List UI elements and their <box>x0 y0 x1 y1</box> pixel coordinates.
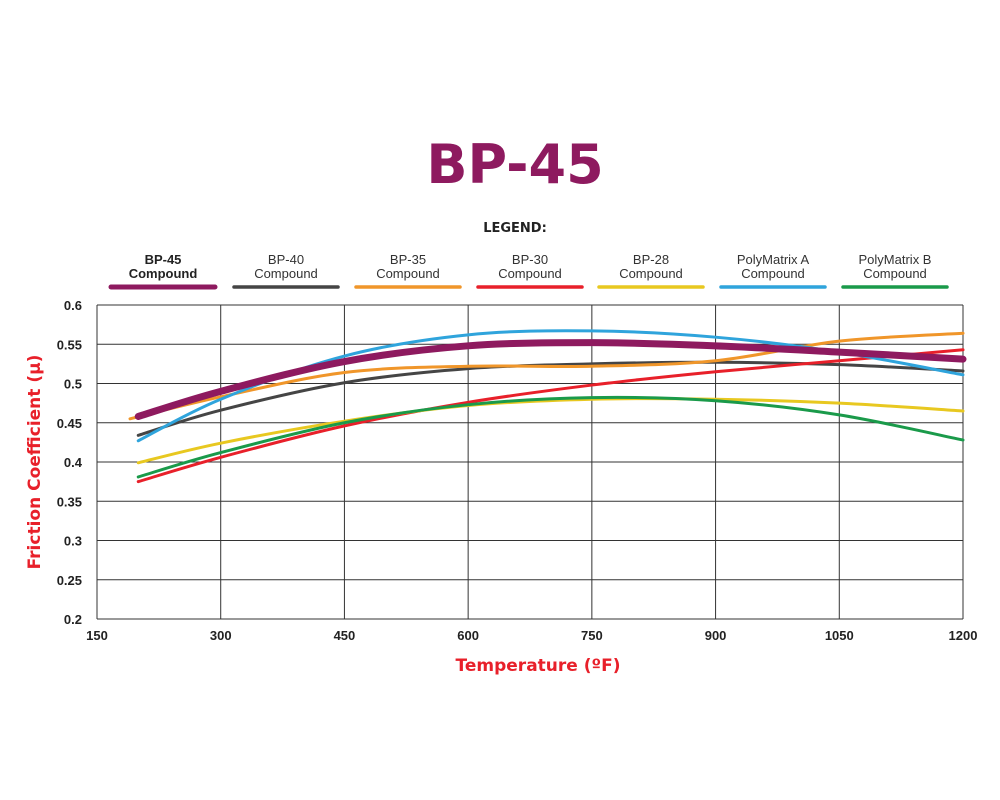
legend-label: BP-28 <box>633 252 669 267</box>
y-tick-label: 0.3 <box>64 534 82 549</box>
series-lines <box>128 329 967 484</box>
chart-title: BP-45 <box>426 133 603 196</box>
legend-label: PolyMatrix B <box>859 252 932 267</box>
y-tick-label: 0.35 <box>57 494 82 509</box>
series-line-bp-45-compound <box>134 339 967 420</box>
y-tick-label: 0.25 <box>57 573 82 588</box>
x-tick-label: 600 <box>457 628 479 643</box>
x-axis-label: Temperature (ºF) <box>456 656 621 676</box>
grid <box>96 304 964 620</box>
x-axis-ticks: 150 300 450 600 750 900 1050 1200 <box>86 628 977 643</box>
legend-label: BP-35 <box>390 252 426 267</box>
legend-label: BP-40 <box>268 252 304 267</box>
y-tick-label: 0.2 <box>64 612 82 627</box>
legend-label: Compound <box>254 266 318 281</box>
y-tick-label: 0.55 <box>57 337 82 352</box>
x-tick-label: 1200 <box>949 628 978 643</box>
y-tick-label: 0.4 <box>64 455 83 470</box>
x-tick-label: 150 <box>86 628 108 643</box>
x-tick-label: 750 <box>581 628 603 643</box>
legend-label: BP-45 <box>145 252 182 267</box>
legend-label: PolyMatrix A <box>737 252 810 267</box>
legend: BP-45CompoundBP-40CompoundBP-35CompoundB… <box>108 252 949 290</box>
y-tick-label: 0.45 <box>57 416 82 431</box>
legend-label: Compound <box>619 266 683 281</box>
legend-label: Compound <box>129 266 198 281</box>
series-line-bp-35-compound <box>128 331 965 421</box>
legend-label: Compound <box>498 266 562 281</box>
legend-title: LEGEND: <box>483 221 547 236</box>
x-tick-label: 450 <box>334 628 356 643</box>
y-tick-label: 0.5 <box>64 377 82 392</box>
y-axis-ticks: 0.2 0.25 0.3 0.35 0.4 0.45 0.5 0.55 0.6 <box>57 298 83 627</box>
series-line-bp-30-compound <box>136 348 965 484</box>
x-tick-label: 900 <box>705 628 727 643</box>
series-line-polymatrix-b-compound <box>136 395 965 479</box>
legend-label: BP-30 <box>512 252 548 267</box>
x-tick-label: 300 <box>210 628 232 643</box>
legend-label: Compound <box>376 266 440 281</box>
y-tick-label: 0.6 <box>64 298 82 313</box>
y-axis-label: Friction Coefficient (µ) <box>25 355 45 570</box>
legend-label: Compound <box>863 266 927 281</box>
series-line-bp-28-compound <box>136 397 965 465</box>
legend-label: Compound <box>741 266 805 281</box>
x-tick-label: 1050 <box>825 628 854 643</box>
